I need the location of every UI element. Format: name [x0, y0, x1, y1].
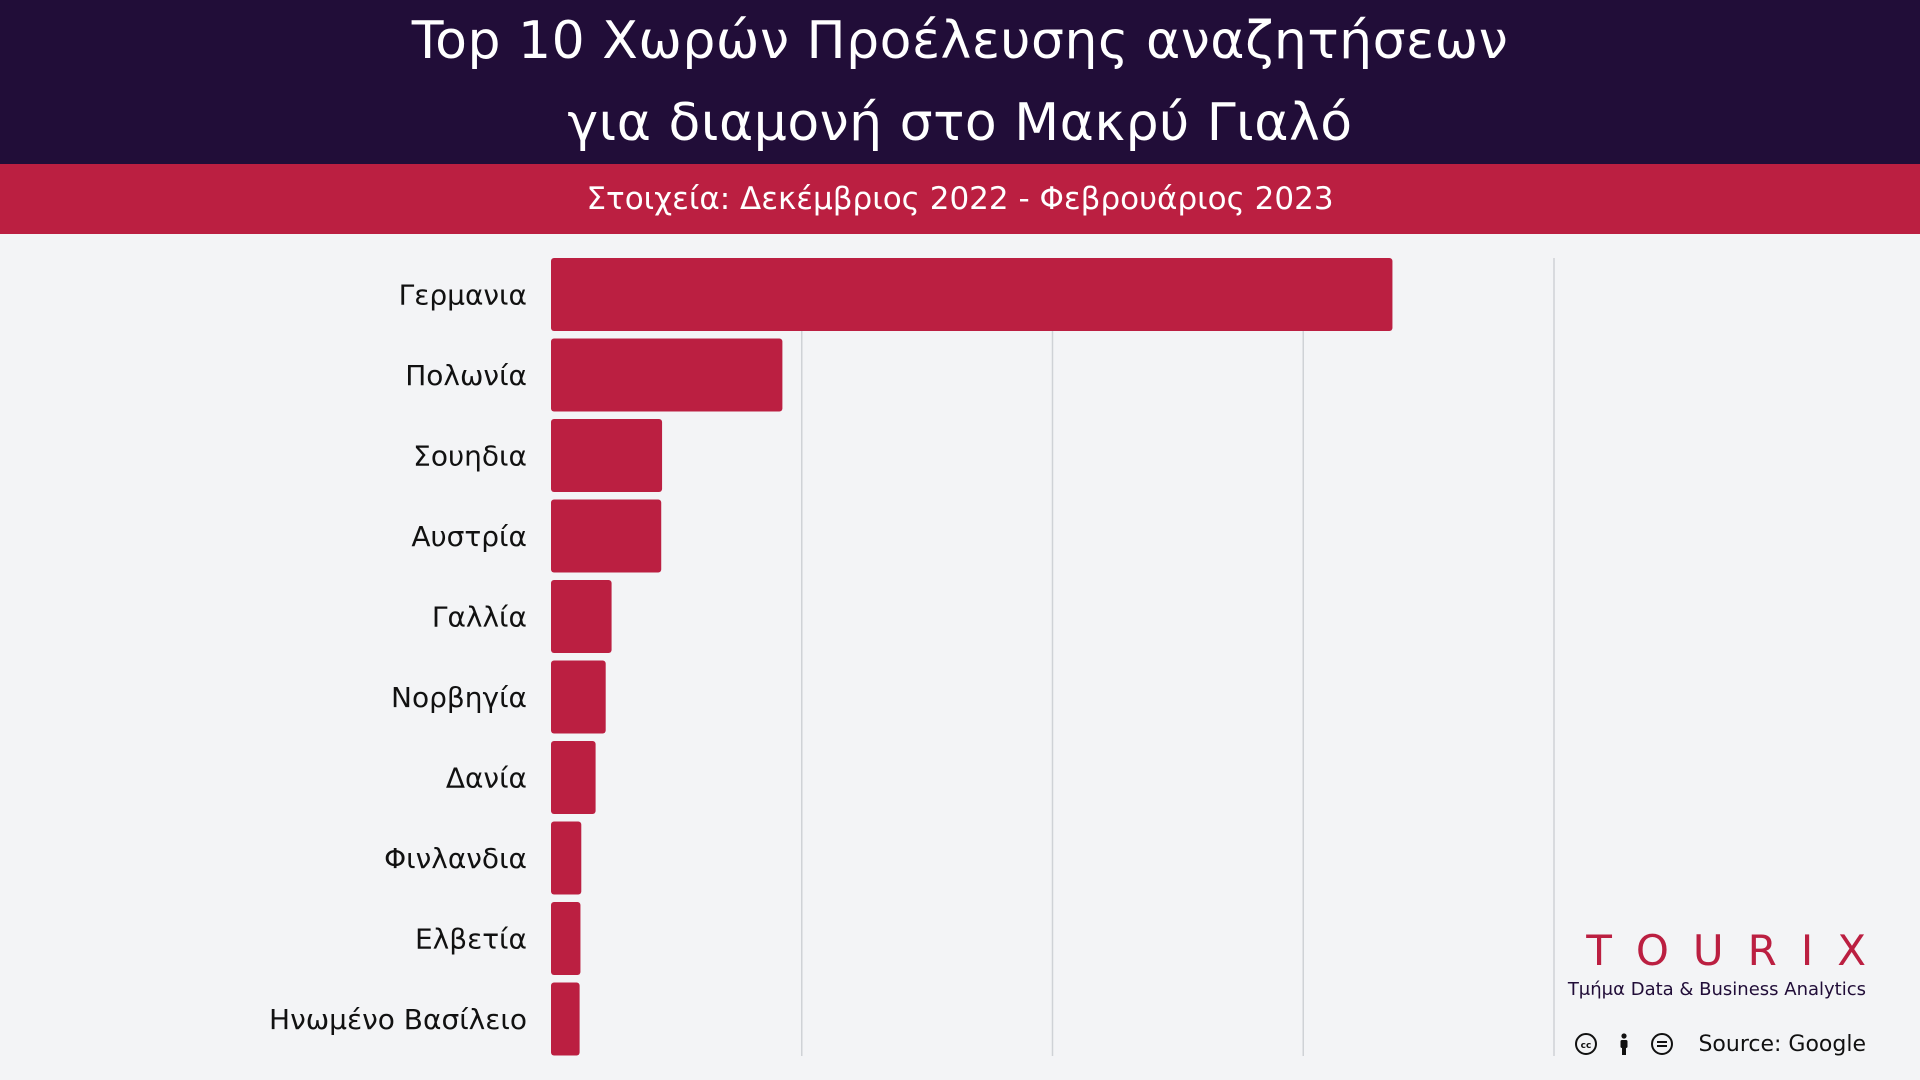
bar-4 — [551, 499, 662, 573]
category-label-1: Γερμανια — [399, 279, 527, 312]
source-text: Source: Google — [1698, 1031, 1866, 1057]
chart-subtitle: Στοιχεία: Δεκέμβριος 2022 - Φεβρουάριος … — [586, 181, 1334, 217]
category-label-4: Αυστρία — [411, 520, 527, 553]
svg-text:cc: cc — [1581, 1041, 1592, 1051]
category-label-5: Γαλλία — [432, 601, 527, 634]
category-label-8: Φινλανδια — [384, 842, 527, 875]
bars — [551, 258, 1393, 1056]
nd-equals-icon — [1650, 1032, 1674, 1056]
chart-header: Top 10 Χωρών Προέλευσης αναζητήσεων για … — [0, 0, 1920, 164]
bar-8 — [551, 821, 582, 895]
footer: cc Source: Google — [1574, 1026, 1866, 1062]
bar-9 — [551, 902, 581, 975]
brand-logo: TOURIX — [1586, 926, 1890, 975]
category-labels: Γερμανια Πολωνία Σουηδια Αυστρία Γαλλία Νορβη… — [269, 279, 527, 1037]
category-label-10: Ηνωμένο Βασίλειο — [269, 1003, 527, 1036]
subtitle-bar: Στοιχεία: Δεκέμβριος 2022 - Φεβρουάριος … — [0, 164, 1920, 234]
cc-icon: cc — [1574, 1032, 1598, 1056]
category-label-2: Πολωνία — [405, 359, 527, 392]
bar-7 — [551, 741, 596, 814]
bar-5 — [551, 580, 612, 653]
category-label-3: Σουηδια — [413, 440, 527, 473]
brand-tagline: Τμήμα Data & Business Analytics — [1567, 979, 1866, 1000]
category-label-9: Ελβετία — [415, 923, 527, 956]
gridlines — [801, 258, 1555, 1056]
brand-block: TOURIX Τμήμα Data & Business Analytics — [1546, 925, 1866, 1003]
bar-chart: Γερμανια Πολωνία Σουηδια Αυστρία Γαλλία Νορβη… — [269, 258, 1555, 1056]
chart-title-line-2: για διαμονή στο Μακρύ Γιαλό — [567, 93, 1353, 153]
bar-2 — [551, 338, 783, 412]
chart-title-line-1: Top 10 Χωρών Προέλευσης αναζητήσεων — [411, 11, 1509, 71]
category-label-7: Δανία — [446, 762, 527, 795]
bar-6 — [551, 660, 606, 734]
bar-10 — [551, 982, 580, 1056]
by-person-icon — [1612, 1032, 1636, 1056]
category-label-6: Νορβηγία — [391, 681, 527, 714]
bar-1 — [551, 258, 1393, 331]
bar-3 — [551, 419, 663, 492]
